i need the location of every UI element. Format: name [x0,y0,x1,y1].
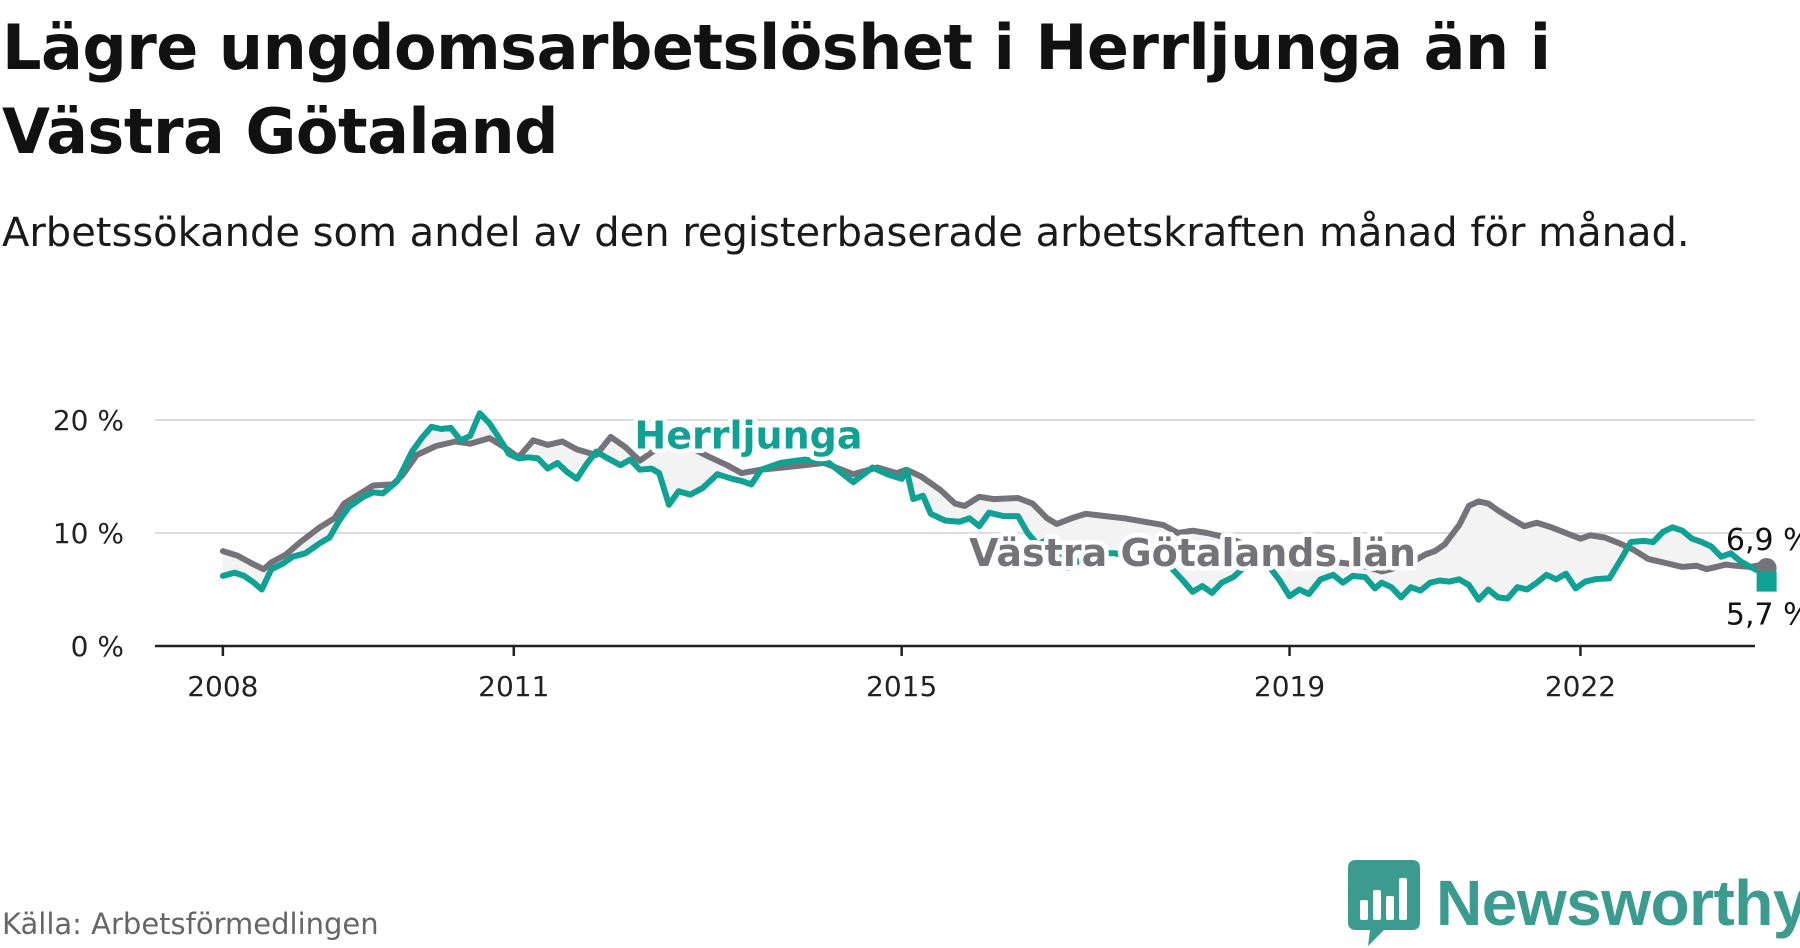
y-tick-label: 0 % [71,630,124,663]
series-line-herrljunga [219,410,1770,603]
x-axis: 2008 2011 2015 2019 2022 [187,646,1616,703]
y-tick-label: 10 % [53,517,124,550]
chart-title: Lägre ungdomsarbetslöshet i Herrljunga ä… [2,11,1551,168]
y-axis: 0 % 10 % 20 % [53,404,124,663]
y-tick-label: 20 % [53,404,124,437]
series-label-herrljunga-halo: Herrljunga [634,413,862,457]
x-tick-label: 2022 [1545,670,1616,703]
chart-subtitle: Arbetssökande som andel av den registerb… [2,210,1690,256]
series-line-v-stra-g-talands-l-n [219,433,1770,575]
brand-logo: Newsworthy [1348,858,1800,948]
series-label-herrljunga: Herrljunga [634,413,862,457]
line-chart: 0 % 10 % 20 % 2008 2011 2015 2019 2022 Herrlju… [53,404,1800,703]
x-tick-label: 2019 [1254,670,1325,703]
x-tick-label: 2015 [866,670,937,703]
series-label-vastra-gotaland-halo: Västra Götalands län [969,531,1416,575]
series-lines [219,410,1777,603]
x-tick-label: 2011 [478,670,549,703]
brand-name: Newsworthy [1436,867,1800,939]
difference-band [222,413,1767,600]
series-label-vastra-gotaland: Västra Götalands län [969,531,1416,575]
source-note: Källa: Arbetsförmedlingen [2,907,379,941]
end-value-vastra-gotaland: 6,9 % [1726,523,1800,558]
end-marker-herrljunga [1756,571,1777,592]
end-value-herrljunga: 5,7 % [1726,598,1800,633]
x-tick-label: 2008 [187,670,258,703]
bar-chart-speech-bubble-icon [1348,860,1420,946]
